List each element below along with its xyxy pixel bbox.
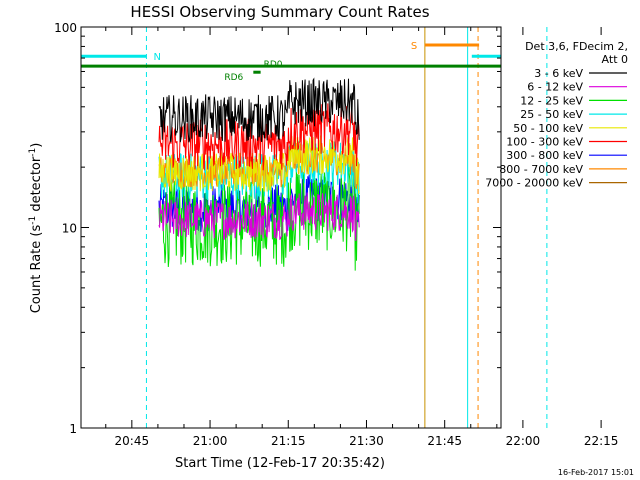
series-line: [158, 135, 360, 194]
y-axis-label: Count Rate (s-1 detector-1): [28, 143, 44, 314]
x-tick-label: 20:45: [115, 434, 150, 448]
x-axis-label: Start Time (12-Feb-17 20:35:42): [175, 456, 385, 471]
y-tick-label: 10: [62, 222, 77, 236]
rd6-flag-label: RD6: [224, 73, 243, 83]
x-tick-label: 21:15: [271, 434, 306, 448]
legend-entry-label: 3 - 6 keV: [534, 67, 583, 80]
x-tick-label: 21:00: [193, 434, 228, 448]
night-flag-label: N: [153, 52, 160, 63]
series-line: [158, 77, 360, 143]
legend-entry-label: 100 - 300 keV: [506, 136, 583, 149]
y-tick-label: 1: [69, 422, 77, 436]
legend-entry-label: 7000 - 20000 keV: [485, 177, 583, 190]
chart-title: HESSI Observing Summary Count Rates: [130, 3, 429, 21]
series-line: [158, 192, 360, 242]
x-tick-label: 22:00: [506, 434, 541, 448]
axes: 20:45 21:00 21:15 21:30 21:45 22:00 22:15 1 10 10…: [54, 21, 618, 448]
legend-header-2: Att 0: [602, 53, 628, 66]
legend-header-1: Det 3,6, FDecim 2,: [525, 40, 628, 53]
x-tick-label: 22:15: [584, 434, 619, 448]
x-tick-label: 21:30: [349, 434, 384, 448]
legend-entry-label: 12 - 25 keV: [520, 94, 583, 107]
plot-area: N S RD0 RD6: [80, 27, 548, 428]
footer-timestamp: 16-Feb-2017 15:01: [558, 468, 634, 477]
rd0-flag-label: RD0: [264, 60, 283, 70]
legend-entry-label: 50 - 100 keV: [513, 122, 583, 135]
legend-entry-label: 800 - 7000 keV: [499, 163, 583, 176]
legend-entry-label: 300 - 800 keV: [506, 149, 583, 162]
saa-flag-label: S: [411, 41, 417, 52]
legend-entry-label: 6 - 12 keV: [527, 81, 583, 94]
x-tick-label: 21:45: [427, 434, 462, 448]
legend-entry-label: 25 - 50 keV: [520, 108, 583, 121]
y-tick-label: 100: [54, 21, 77, 35]
